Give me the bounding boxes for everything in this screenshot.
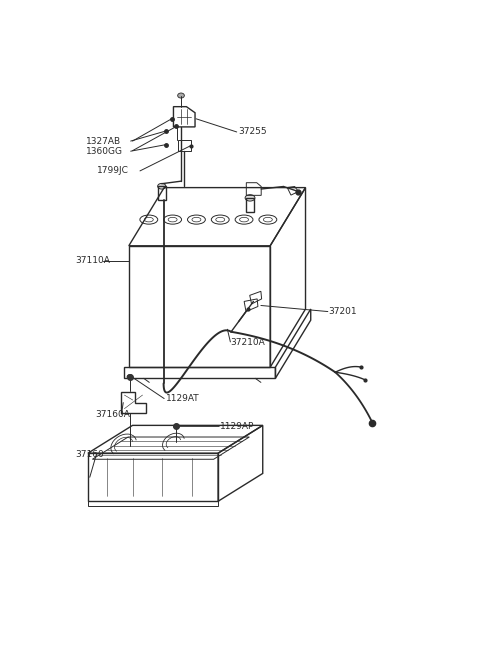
Text: 1129AP: 1129AP bbox=[220, 422, 254, 431]
Text: 37201: 37201 bbox=[328, 307, 357, 316]
Text: 37210A: 37210A bbox=[230, 338, 265, 348]
Text: 1327AB: 1327AB bbox=[86, 137, 121, 146]
Ellipse shape bbox=[157, 183, 166, 189]
Ellipse shape bbox=[178, 93, 184, 98]
Ellipse shape bbox=[127, 374, 132, 379]
Text: 1129AT: 1129AT bbox=[166, 394, 200, 403]
Text: 37160A: 37160A bbox=[96, 410, 130, 419]
Ellipse shape bbox=[245, 194, 255, 201]
Text: 37110A: 37110A bbox=[75, 256, 110, 265]
Text: 37160: 37160 bbox=[75, 449, 104, 459]
Text: 1799JC: 1799JC bbox=[96, 166, 128, 175]
Ellipse shape bbox=[174, 424, 179, 428]
Text: 37255: 37255 bbox=[238, 127, 266, 137]
Text: 1360GG: 1360GG bbox=[86, 147, 123, 156]
